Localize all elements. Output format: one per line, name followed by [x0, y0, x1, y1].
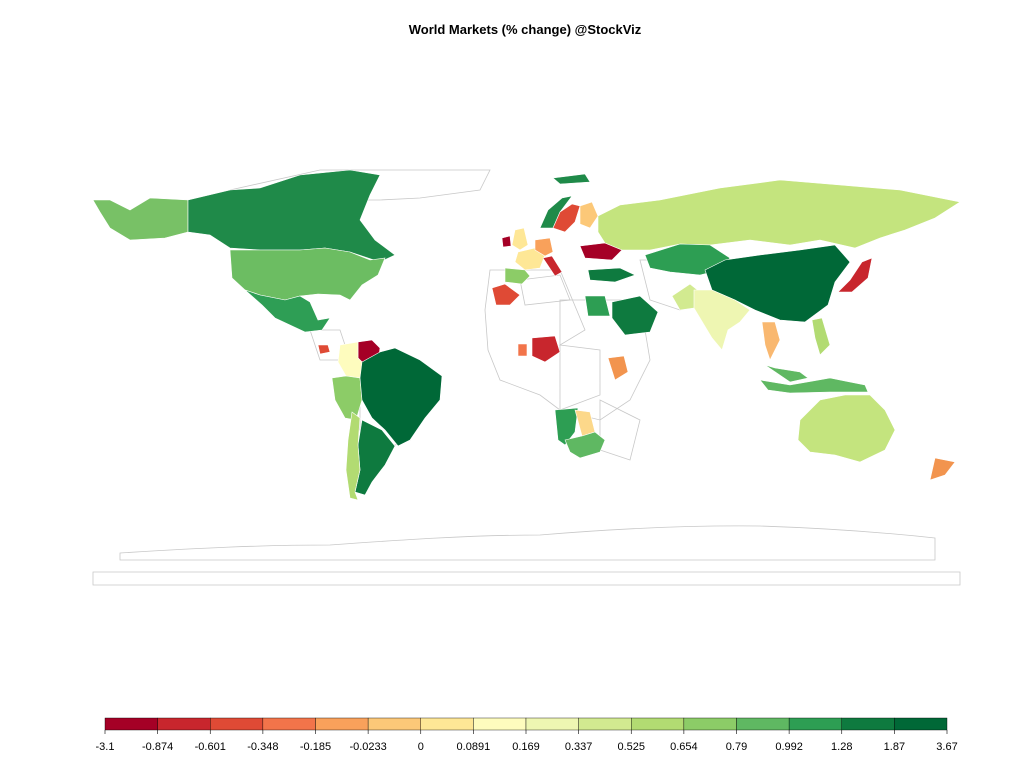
legend-tick-label: -3.1 — [96, 741, 115, 753]
legend-ticks — [104, 730, 948, 734]
ukraine-region — [579, 242, 623, 261]
turkey-region — [587, 267, 636, 283]
philippines-region — [811, 317, 831, 356]
saudi-region — [611, 295, 659, 336]
legend-swatch — [473, 717, 527, 731]
canada-region — [187, 169, 396, 263]
india-region — [693, 289, 751, 351]
costa-rica-region — [317, 344, 331, 355]
legend-swatch — [841, 717, 895, 731]
russia-region — [597, 179, 961, 251]
ireland-region — [501, 235, 512, 248]
legend-labels: -3.1 -0.874 -0.601 -0.348 -0.185 -0.0233 0 0.08… — [96, 741, 958, 753]
uk-region — [511, 227, 529, 251]
italy-region — [542, 255, 563, 277]
legend-tick-label: 3.67 — [936, 741, 957, 753]
legend-swatch — [631, 717, 685, 731]
legend-tick-label: -0.601 — [195, 741, 226, 753]
ghana-region — [517, 343, 528, 357]
germany-region — [534, 237, 554, 257]
nigeria-region — [531, 335, 561, 363]
legend-swatch — [788, 717, 842, 731]
malaysia-region — [764, 364, 809, 383]
namibia-region — [554, 407, 579, 446]
legend-tick-label: 0 — [418, 741, 424, 753]
legend-tick-label: -0.185 — [300, 741, 331, 753]
legend-swatch — [157, 717, 211, 731]
legend-tick-label: 0.0891 — [457, 741, 491, 753]
legend-tick-label: -0.0233 — [349, 741, 386, 753]
china-region — [704, 244, 851, 323]
legend-swatch — [262, 717, 316, 731]
south-africa-region — [564, 431, 606, 459]
legend-swatch — [420, 717, 474, 731]
legend-swatch — [525, 717, 579, 731]
legend-swatch — [367, 717, 421, 731]
indonesia-region — [759, 377, 869, 394]
spain-region — [504, 267, 531, 285]
legend-boxes — [104, 717, 948, 731]
legend-tick-label: -0.874 — [142, 741, 173, 753]
legend-tick-label: 0.992 — [775, 741, 803, 753]
kenya-region — [607, 355, 629, 381]
legend-tick-label: 1.87 — [884, 741, 905, 753]
egypt-region — [584, 295, 611, 317]
greenland-region — [552, 173, 591, 185]
morocco-region — [491, 283, 521, 306]
chile-region — [345, 411, 361, 501]
new-zealand-region — [929, 457, 956, 481]
legend-swatch — [894, 717, 948, 731]
legend-swatch — [315, 717, 369, 731]
legend-swatch — [104, 717, 158, 731]
brazil-region — [359, 347, 443, 447]
map-title: World Markets (% change) @StockViz — [408, 22, 642, 37]
peru-region — [331, 375, 363, 421]
legend-tick-label: 1.28 — [831, 741, 852, 753]
legend-tick-label: 0.654 — [670, 741, 698, 753]
mexico-region — [244, 289, 331, 333]
australia-region — [797, 394, 896, 463]
legend-swatch — [736, 717, 790, 731]
legend-swatch — [683, 717, 737, 731]
thailand-region — [761, 321, 781, 361]
legend-tick-label: 0.169 — [512, 741, 540, 753]
legend-tick-label: 0.525 — [617, 741, 645, 753]
legend-tick-label: 0.79 — [726, 741, 747, 753]
finland-region — [579, 201, 599, 229]
legend-swatch — [578, 717, 632, 731]
japan-region — [837, 257, 873, 293]
legend-swatch — [210, 717, 264, 731]
legend-tick-label: -0.348 — [247, 741, 278, 753]
legend-tick-label: 0.337 — [565, 741, 593, 753]
